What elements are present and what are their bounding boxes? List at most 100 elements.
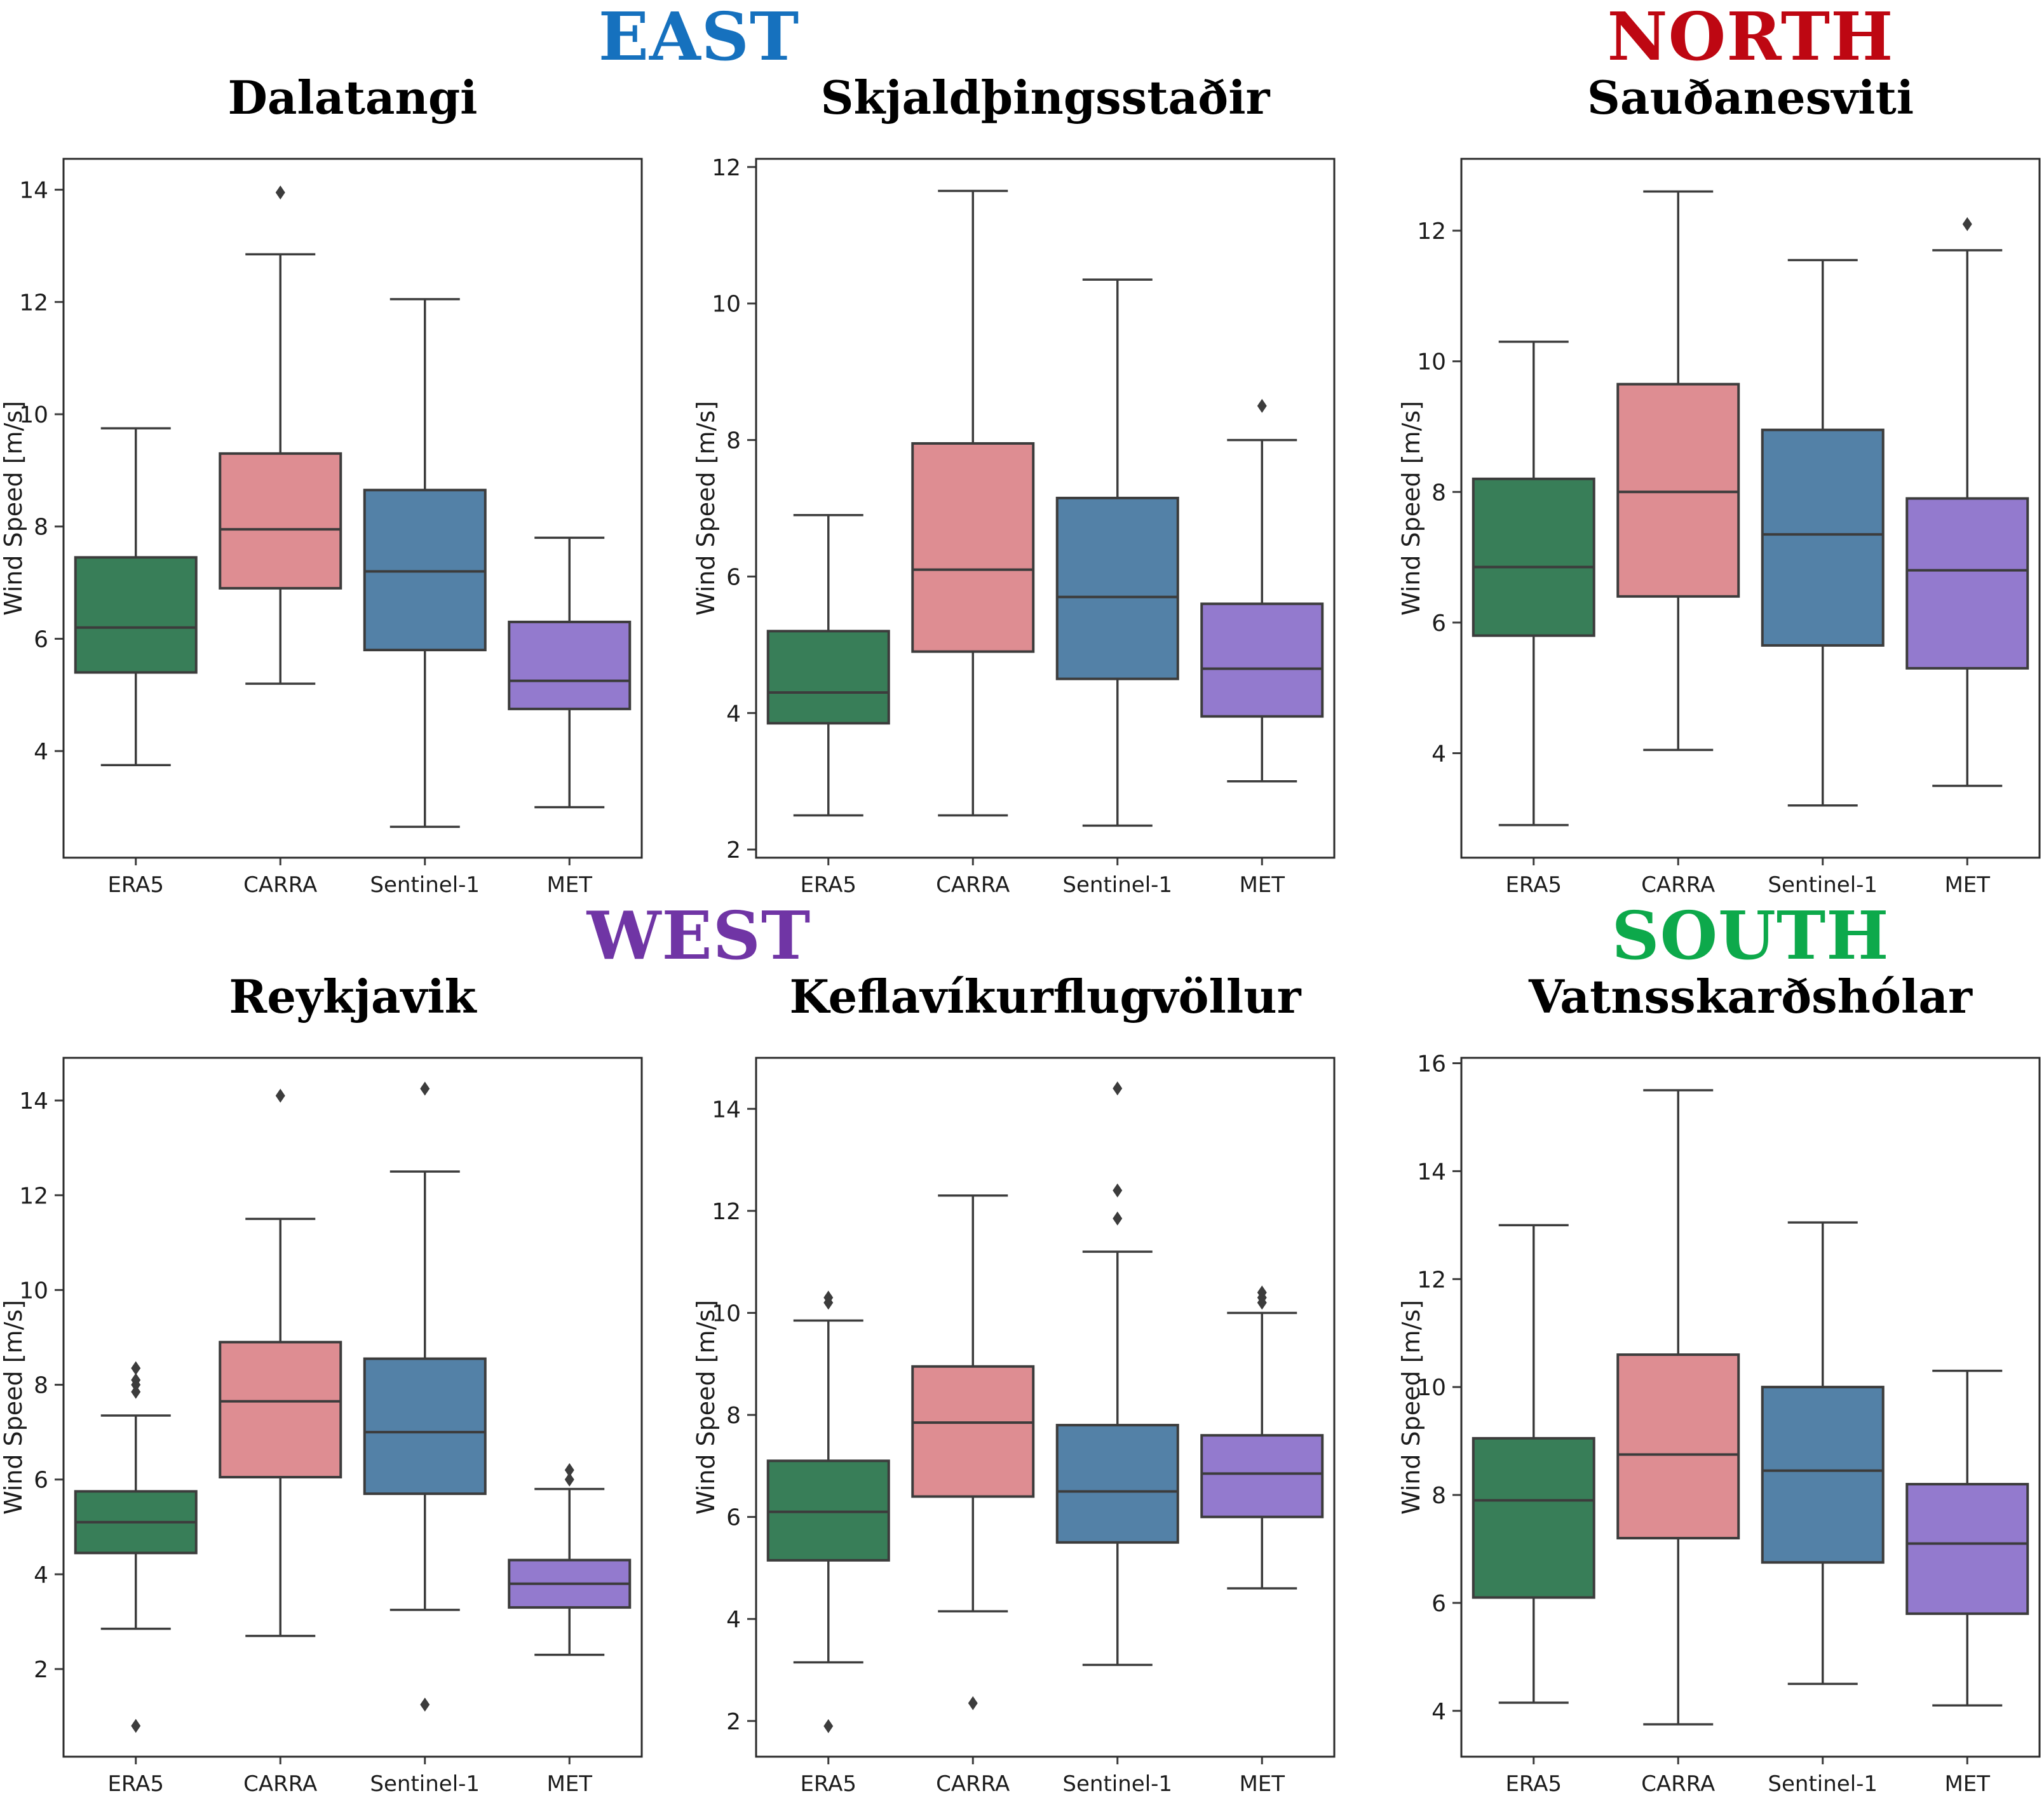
box-sentinel-1 (1761, 428, 1885, 647)
y-tick-label: 12 (1417, 219, 1446, 245)
box-sentinel-1 (1055, 1424, 1179, 1544)
y-tick-label: 2 (34, 1657, 48, 1683)
outlier-point (131, 1373, 141, 1388)
box-sentinel-1 (1761, 1386, 1885, 1564)
y-tick-label: 10 (712, 1301, 741, 1327)
box-carra (911, 1365, 1035, 1498)
y-tick-label: 14 (19, 178, 48, 204)
y-axis-label: Wind Speed [m/s] (1398, 401, 1425, 616)
y-tick-label: 10 (19, 402, 48, 428)
x-tick-label: MET (1239, 872, 1285, 898)
station-title: Keflavíkurflugvöllur (789, 970, 1301, 1024)
y-tick-label: 4 (34, 1562, 48, 1588)
y-tick-label: 4 (1431, 741, 1446, 767)
x-tick-label: ERA5 (800, 1771, 856, 1797)
axes-frame (62, 1057, 643, 1758)
subplot-vatnsskardsholar: Vatnsskarðshólar 4 6 8 10 12 14 16 Wind Speed [… (1398, 963, 2044, 1798)
row-bottom: WEST SOUTH Reykjavik 2 4 6 8 10 12 14 Wind Spee… (0, 899, 2044, 1798)
outlier-point (275, 186, 285, 200)
y-tick-label: 6 (34, 1468, 48, 1494)
subplot-saudanesviti: Sauðanesviti 4 6 8 10 12 Wind Speed [m/s] ERA5… (1398, 64, 2044, 899)
y-tick-label: 10 (19, 1278, 48, 1304)
x-tick-label: CARRA (936, 1771, 1010, 1797)
x-tick-label: CARRA (243, 872, 317, 898)
station-title: Skjaldþingsstaðir (820, 71, 1270, 125)
x-tick-label: Sentinel-1 (1768, 1771, 1878, 1797)
y-tick-label: 4 (726, 701, 741, 727)
station-title: Reykjavik (229, 970, 477, 1024)
y-tick-label: 2 (726, 1709, 741, 1735)
y-tick-label: 8 (1431, 480, 1446, 506)
box-carra (219, 1341, 342, 1479)
y-axis-label: Wind Speed [m/s] (0, 1300, 27, 1515)
outlier-point (420, 1081, 430, 1096)
y-tick-label: 8 (726, 1403, 741, 1429)
outlier-point (823, 1719, 834, 1733)
boxplot-canvas: 2 4 6 8 10 12 14 Wind Speed [m/s] ERA5 CARRA Senti… (0, 1057, 643, 1797)
box-met (1905, 1483, 2029, 1615)
x-tick-label: ERA5 (107, 1771, 164, 1797)
box-met (1200, 1434, 1324, 1518)
axes-frame (755, 158, 1336, 859)
y-tick-label: 12 (19, 1183, 48, 1209)
x-tick-label: CARRA (936, 872, 1010, 898)
box-era5 (766, 1459, 890, 1562)
box-carra (1616, 382, 1740, 598)
box-sentinel-1 (1055, 496, 1179, 680)
outlier-point (1257, 398, 1267, 413)
y-tick-label: 6 (726, 564, 741, 590)
y-tick-label: 10 (1417, 1375, 1446, 1401)
outlier-point (1962, 217, 1972, 231)
outlier-point (823, 1290, 834, 1305)
axes-frame (62, 158, 643, 859)
axes-frame (755, 1057, 1336, 1758)
axes-frame (1460, 158, 2041, 859)
box-met (508, 620, 632, 710)
y-axis-label: Wind Speed [m/s] (693, 1300, 720, 1515)
y-tick-label: 10 (712, 292, 741, 318)
x-tick-label: CARRA (243, 1771, 317, 1797)
y-tick-label: 8 (1431, 1483, 1446, 1509)
box-met (1200, 602, 1324, 718)
station-title: Dalatangi (227, 71, 478, 125)
outlier-point (131, 1719, 141, 1733)
y-tick-label: 6 (726, 1505, 741, 1531)
boxplot-canvas: 2 4 6 8 10 12 14 Wind Speed [m/s] ERA5 CARRA Senti… (693, 1057, 1336, 1797)
y-tick-label: 4 (34, 739, 48, 765)
box-carra (1616, 1353, 1740, 1539)
box-met (1905, 497, 2029, 670)
subplot-keflavikurflugvollur: Keflavíkurflugvöllur 2 4 6 8 10 12 14 Wind Spee… (693, 963, 1379, 1798)
x-tick-label: Sentinel-1 (370, 1771, 480, 1797)
region-header-west: WEST (586, 896, 811, 975)
box-era5 (74, 556, 198, 674)
x-tick-label: MET (1944, 872, 1990, 898)
outlier-point (564, 1463, 574, 1477)
y-axis-label: Wind Speed [m/s] (1398, 1300, 1425, 1515)
outlier-point (1113, 1211, 1123, 1226)
boxplot-canvas: 4 6 8 10 12 14 Wind Speed [m/s] ERA5 CARRA Sentin… (0, 158, 643, 898)
outlier-point (1113, 1183, 1123, 1198)
y-tick-label: 2 (726, 837, 741, 863)
outlier-point (968, 1696, 978, 1710)
x-tick-label: MET (546, 1771, 592, 1797)
y-tick-label: 14 (1417, 1159, 1446, 1185)
x-tick-label: MET (1239, 1771, 1285, 1797)
row-top: EAST NORTH Dalatangi 4 6 8 10 12 14 Wind Speed… (0, 0, 2044, 899)
y-tick-label: 4 (726, 1607, 741, 1633)
x-tick-label: MET (1944, 1771, 1990, 1797)
outlier-point (564, 1472, 574, 1487)
x-tick-label: Sentinel-1 (1768, 872, 1878, 898)
box-era5 (1472, 1436, 1595, 1599)
region-header-north: NORTH (1607, 0, 1894, 76)
boxplot-canvas: 4 6 8 10 12 Wind Speed [m/s] ERA5 CARRA Sentinel… (1398, 158, 2041, 898)
box-era5 (1472, 477, 1595, 637)
y-tick-label: 10 (1417, 349, 1446, 375)
y-tick-label: 6 (34, 626, 48, 652)
y-tick-label: 8 (726, 428, 741, 454)
subplot-dalatangi: Dalatangi 4 6 8 10 12 14 Wind Speed [m/s] ERA5 C… (0, 64, 686, 899)
region-header-south: SOUTH (1611, 896, 1890, 975)
y-tick-label: 4 (1431, 1699, 1446, 1725)
outlier-point (1113, 1081, 1123, 1096)
station-title: Vatnsskarðshólar (1529, 970, 1972, 1024)
